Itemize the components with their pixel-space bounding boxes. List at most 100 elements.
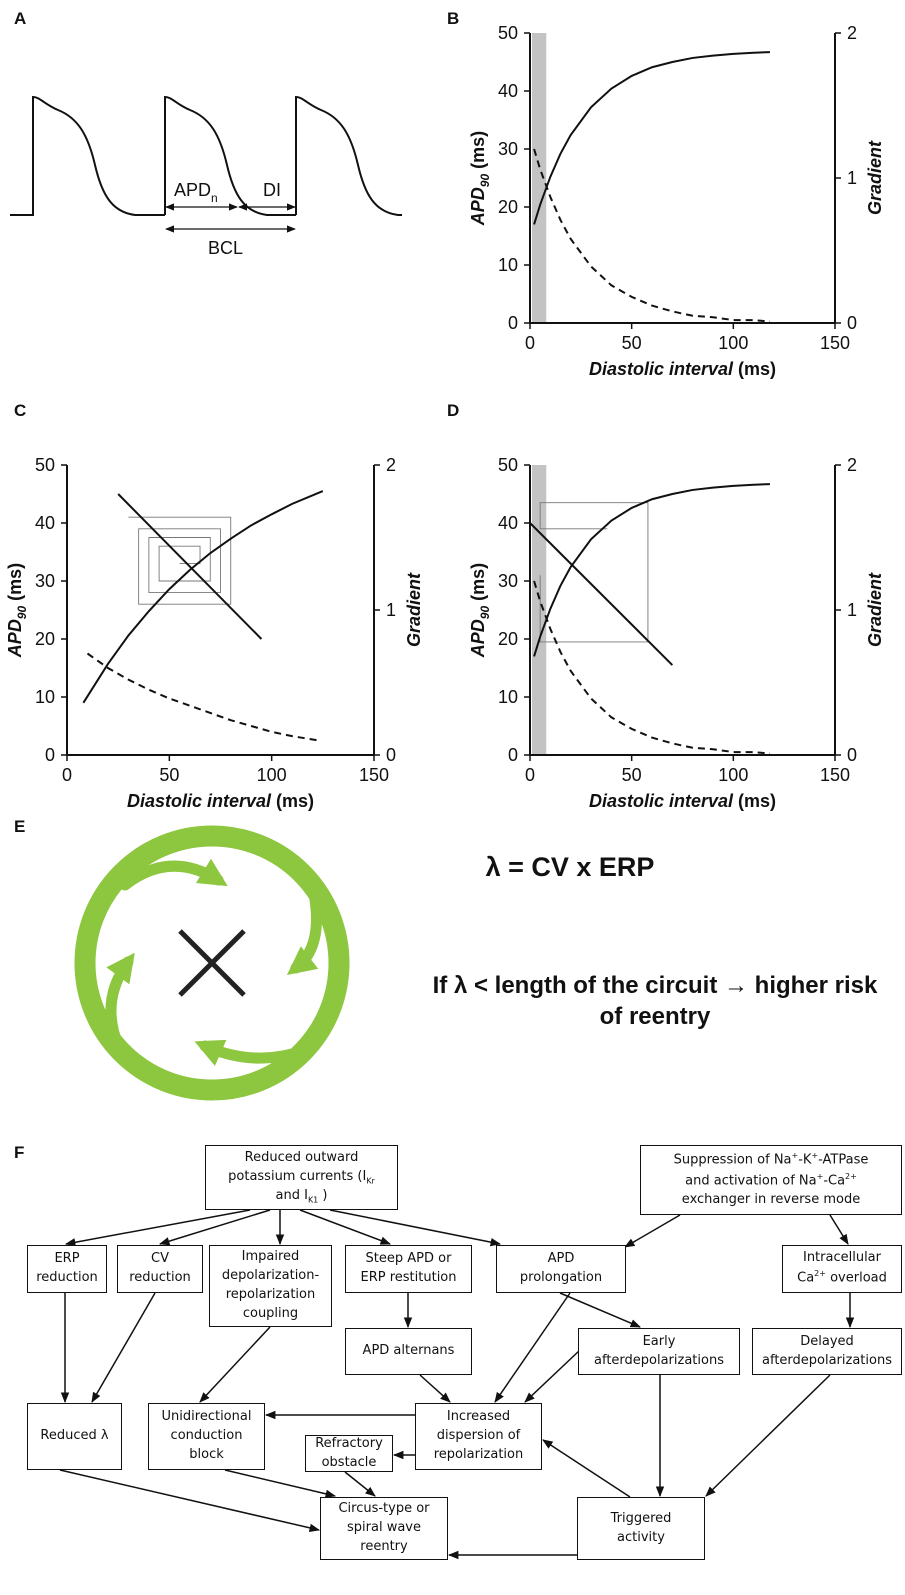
node-line: reentry	[360, 1538, 407, 1557]
y2-tick-label: 1	[847, 600, 857, 620]
node-text: Suppression of Na	[674, 1153, 792, 1168]
node-line: depolarization-	[222, 1267, 319, 1286]
flow-node: Reduced λ	[27, 1403, 122, 1470]
node-line: ERP restitution	[361, 1269, 457, 1288]
node-line: APD	[548, 1250, 575, 1269]
flow-node: Suppression of Na+-K+-ATPaseand activati…	[640, 1145, 902, 1215]
node-subscript: K1	[308, 1196, 318, 1205]
edge	[706, 1375, 830, 1496]
node-text: exchanger in reverse mode	[682, 1192, 860, 1207]
node-line: Impaired	[242, 1248, 300, 1267]
x-axis-label: Diastolic interval (ms)	[127, 791, 314, 811]
y-tick-label: 20	[35, 629, 55, 649]
node-line: APD alternans	[363, 1342, 455, 1361]
y-tick-label: 40	[35, 513, 55, 533]
apd-subscript: n	[211, 191, 218, 205]
x-tick-label: 50	[622, 333, 642, 353]
edge	[66, 1210, 250, 1244]
node-text: Triggered	[611, 1511, 672, 1526]
node-text: ERP	[54, 1251, 79, 1266]
node-line: Early	[643, 1333, 676, 1352]
node-text: Impaired	[242, 1249, 300, 1264]
node-line: Steep APD or	[366, 1250, 452, 1269]
apd-text: APD	[174, 180, 211, 200]
x-label-unit: (ms)	[733, 791, 776, 811]
edge	[495, 1293, 570, 1402]
edge	[60, 1470, 319, 1530]
node-text: Early	[643, 1334, 676, 1349]
node-text: block	[189, 1447, 224, 1462]
node-line: ERP	[54, 1250, 79, 1269]
node-text: afterdepolarizations	[594, 1353, 724, 1368]
node-text: Circus-type or	[338, 1501, 429, 1516]
y2-axis-label: Gradient	[865, 140, 885, 215]
flow-node: Increaseddispersion ofrepolarization	[415, 1403, 542, 1470]
y2-tick-label: 1	[847, 168, 857, 188]
node-text: repolarization	[434, 1447, 524, 1462]
y-axis-label: APD90 (ms)	[5, 563, 29, 658]
node-text: -Ca	[823, 1173, 845, 1188]
node-line: Intracellular	[803, 1249, 881, 1268]
panel-label: A	[14, 9, 26, 28]
y-tick-label: 10	[498, 687, 518, 707]
node-line: Reduced λ	[40, 1427, 108, 1446]
y-tick-label: 40	[498, 81, 518, 101]
y-tick-label: 50	[498, 455, 518, 475]
x-tick-label: 100	[718, 765, 748, 785]
x-tick-label: 50	[622, 765, 642, 785]
y2-tick-label: 0	[847, 745, 857, 765]
y2-axis-label: Gradient	[404, 572, 424, 647]
formula: λ = CV x ERP	[440, 852, 700, 883]
node-line: and activation of Na+-Ca2+	[685, 1171, 857, 1191]
y-label-main: APD	[5, 619, 25, 658]
x-tick-label: 0	[62, 765, 72, 785]
node-line: Reduced outward	[245, 1149, 359, 1168]
series-line	[530, 523, 672, 665]
node-line: activity	[617, 1529, 665, 1548]
x-axis-label: Diastolic interval (ms)	[589, 791, 776, 811]
flow-node: Unidirectionalconductionblock	[148, 1403, 265, 1470]
x-tick-label: 150	[820, 333, 850, 353]
series-line	[534, 52, 770, 224]
node-line: Suppression of Na+-K+-ATPase	[674, 1150, 869, 1170]
edge	[300, 1210, 390, 1244]
y-label-sub: 90	[478, 606, 492, 620]
edge	[92, 1293, 155, 1402]
edge	[625, 1215, 680, 1247]
y-tick-label: 30	[35, 571, 55, 591]
node-superscript: 2+	[814, 1269, 826, 1278]
figure: A B C D E F APDn DI BCL	[0, 0, 905, 1595]
edge	[160, 1210, 270, 1244]
panel-label: C	[14, 401, 26, 420]
y-label-main: APD	[468, 187, 488, 226]
x-label-main: Diastolic interval	[589, 359, 734, 379]
panel-label: E	[14, 817, 25, 836]
y-tick-label: 30	[498, 571, 518, 591]
y-tick-label: 0	[508, 313, 518, 333]
y-tick-label: 40	[498, 513, 518, 533]
y-tick-label: 30	[498, 139, 518, 159]
y-tick-label: 20	[498, 197, 518, 217]
y-label-unit: (ms)	[468, 131, 488, 174]
series-line	[534, 484, 770, 656]
panel-label: D	[447, 401, 459, 420]
x-label-unit: (ms)	[271, 791, 314, 811]
edge	[225, 1470, 335, 1496]
node-text: coupling	[243, 1306, 298, 1321]
y-tick-label: 50	[35, 455, 55, 475]
node-line: Circus-type or	[338, 1500, 429, 1519]
node-line: Ca2+ overload	[797, 1268, 887, 1288]
flow-node: IntracellularCa2+ overload	[782, 1245, 902, 1293]
node-text: -K	[798, 1153, 811, 1168]
statement: If λ < length of the circuit → higher ri…	[420, 970, 890, 1032]
interval-arrows	[166, 207, 295, 229]
flow-node: Refractoryobstacle	[305, 1435, 393, 1472]
waveform	[296, 97, 402, 215]
node-superscript: 2+	[845, 1172, 857, 1181]
node-line: Increased	[447, 1408, 510, 1427]
y-axis-label: APD90 (ms)	[468, 563, 492, 658]
